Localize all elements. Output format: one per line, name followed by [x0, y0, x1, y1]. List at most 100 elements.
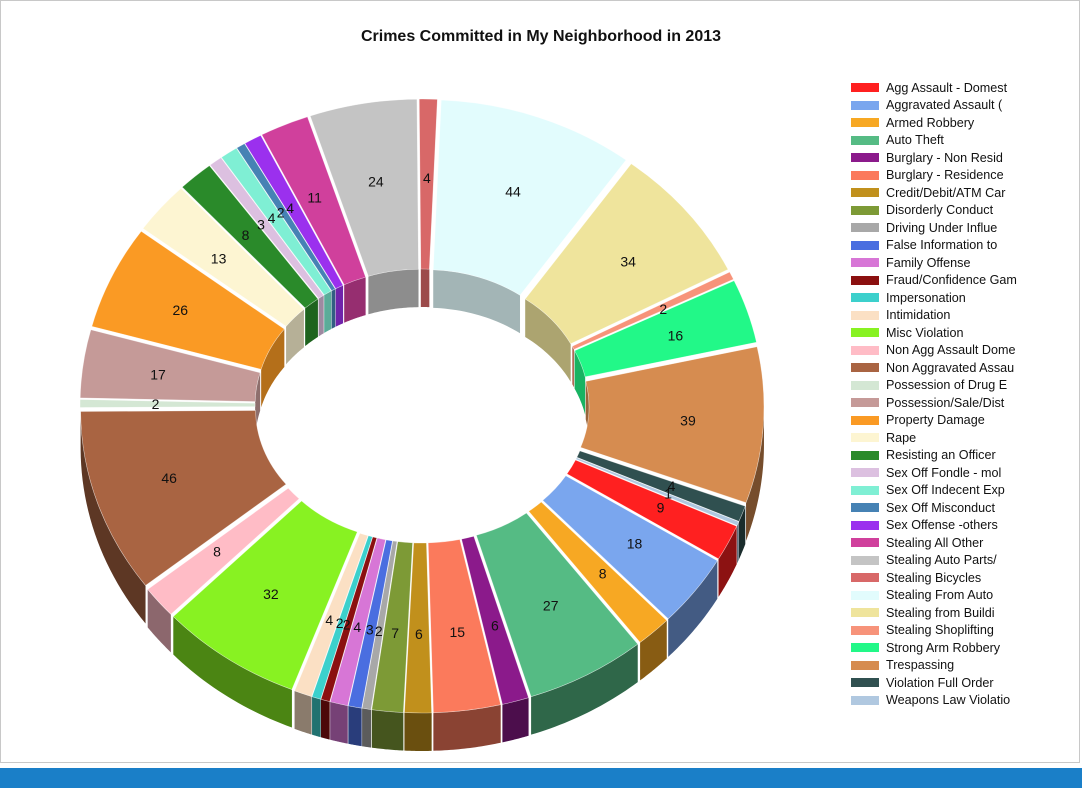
slice-rape [142, 187, 305, 327]
slice-value-label-armed-robbery: 8 [599, 566, 607, 582]
legend-item-sex-offense-others: Sex Offense -others [851, 517, 1079, 535]
legend-swatch [851, 275, 879, 285]
legend-label: Stealing All Other [886, 535, 984, 550]
legend-label: Burglary - Residence [886, 168, 1004, 183]
slice-false-information-to [347, 539, 393, 709]
slice-value-label-sex-off-indecent-exp: 4 [268, 210, 276, 226]
slice-sex-off-misconduct [236, 143, 336, 292]
slice-side-family-offense [330, 701, 348, 744]
legend-item-sex-off-indecent-exp: Sex Off Indecent Exp [851, 482, 1079, 500]
slice-resisting-an-officer [181, 165, 319, 309]
legend-label: Intimidation [886, 308, 951, 323]
slice-value-label-resisting-an-officer: 8 [242, 227, 250, 243]
slice-side-trespassing [746, 406, 764, 541]
slice-side-sex-off-indecent-exp [324, 291, 332, 333]
slice-side-resisting-an-officer [305, 298, 318, 347]
slice-side-stealing-from-buildi [525, 298, 571, 382]
legend-item-disorderly-conduct: Disorderly Conduct [851, 202, 1079, 220]
slice-value-label-fraud-confidence-gam: 2 [343, 617, 351, 633]
chart-frame: Crimes Committed in My Neighborhood in 2… [0, 0, 1080, 763]
legend-label: Sex Off Fondle - mol [886, 465, 1002, 480]
slice-value-label-disorderly-conduct: 7 [391, 625, 399, 641]
slice-value-label-property-damage: 26 [172, 302, 188, 318]
legend-label: Possession of Drug E [886, 378, 1008, 393]
slice-value-label-family-offense: 4 [353, 619, 361, 635]
slice-value-label-intimidation: 4 [325, 612, 333, 628]
legend-swatch [851, 608, 879, 618]
slice-value-label-non-aggravated-assau: 46 [161, 470, 177, 486]
slice-strong-arm-robbery [574, 280, 757, 378]
slice-agg-assault-domest [566, 459, 738, 560]
slice-side-sex-off-misconduct [331, 288, 336, 329]
slice-stealing-all-other [261, 116, 367, 286]
slice-value-label-agg-assault-domest: 9 [657, 500, 665, 516]
slice-side-armed-robbery [640, 620, 667, 681]
slice-value-label-rape: 13 [211, 251, 227, 267]
legend-swatch [851, 328, 879, 338]
legend-swatch [851, 223, 879, 233]
legend-swatch [851, 118, 879, 128]
slice-sex-off-indecent-exp [220, 147, 332, 296]
legend-swatch [851, 100, 879, 110]
legend-swatch [851, 520, 879, 530]
slice-side-strong-arm-robbery [574, 350, 586, 415]
slice-value-label-aggravated-assault: 18 [627, 536, 643, 552]
slice-aggravated-assault [542, 475, 718, 620]
slice-stealing-bicycles [418, 98, 438, 270]
slice-side-impersonation [312, 696, 321, 738]
legend-swatch [851, 345, 879, 355]
slice-tops [79, 98, 765, 714]
legend-label: Driving Under Influe [886, 220, 998, 235]
legend-label: Resisting an Officer [886, 448, 996, 463]
legend-label: Family Offense [886, 255, 971, 270]
slice-value-label-trespassing: 39 [680, 412, 696, 428]
slice-trespassing [580, 346, 765, 504]
slice-side-fraud-confidence-gam [320, 699, 330, 740]
legend-item-armed-robbery: Armed Robbery [851, 114, 1079, 132]
legend-swatch [851, 485, 879, 495]
slice-side-rape [286, 309, 304, 365]
legend-label: Weapons Law Violatio [886, 693, 1011, 708]
legend-swatch [851, 643, 879, 653]
legend-swatch [851, 240, 879, 250]
slice-side-burglary-residence [433, 704, 501, 751]
slice-side-credit-debit-atm-car [404, 712, 432, 751]
slice-intimidation [294, 532, 369, 697]
legend-item-stealing-shoplifting: Stealing Shoplifting [851, 622, 1079, 640]
legend-swatch [851, 415, 879, 425]
legend-item-property-damage: Property Damage [851, 412, 1079, 430]
slice-non-agg-assault-dome [147, 487, 300, 615]
slice-side-sex-off-fondle-mol [318, 295, 324, 337]
legend-swatch [851, 205, 879, 215]
slice-side-non-aggravated-assau [80, 411, 146, 624]
legend-label: Armed Robbery [886, 115, 975, 130]
legend-label: Stealing From Auto [886, 588, 994, 603]
slice-value-label-possession-of-drug-e: 2 [152, 396, 160, 412]
slice-value-label-driving-under-influe: 2 [375, 623, 383, 639]
legend-label: Credit/Debit/ATM Car [886, 185, 1006, 200]
slice-side-violation-full-order [738, 506, 746, 560]
legend-swatch [851, 625, 879, 635]
slice-value-label-auto-theft: 27 [543, 598, 559, 614]
legend-item-auto-theft: Auto Theft [851, 132, 1079, 150]
legend-item-rape: Rape [851, 429, 1079, 447]
legend-label: Sex Offense -others [886, 518, 998, 533]
chart-legend: Agg Assault - Domest Aggravated Assault (… [851, 79, 1079, 709]
slice-value-label-misc-violation: 32 [263, 586, 279, 602]
legend-item-burglary-non-resid: Burglary - Non Resid [851, 149, 1079, 167]
legend-item-trespassing: Trespassing [851, 657, 1079, 675]
legend-swatch [851, 153, 879, 163]
slice-family-offense [329, 537, 386, 707]
legend-label: False Information to [886, 238, 998, 253]
legend-item-stealing-auto-parts: Stealing Auto Parts/ [851, 552, 1079, 570]
legend-item-misc-violation: Misc Violation [851, 324, 1079, 342]
slice-auto-theft [475, 512, 639, 698]
slice-possession-sale-dist [79, 329, 261, 402]
legend-label: Stealing Auto Parts/ [886, 553, 997, 568]
legend-item-violation-full-order: Violation Full Order [851, 674, 1079, 692]
slice-side-property-damage [261, 329, 285, 408]
slice-value-label-strong-arm-robbery: 16 [668, 327, 684, 343]
legend-label: Non Aggravated Assau [886, 360, 1015, 375]
legend-swatch [851, 188, 879, 198]
